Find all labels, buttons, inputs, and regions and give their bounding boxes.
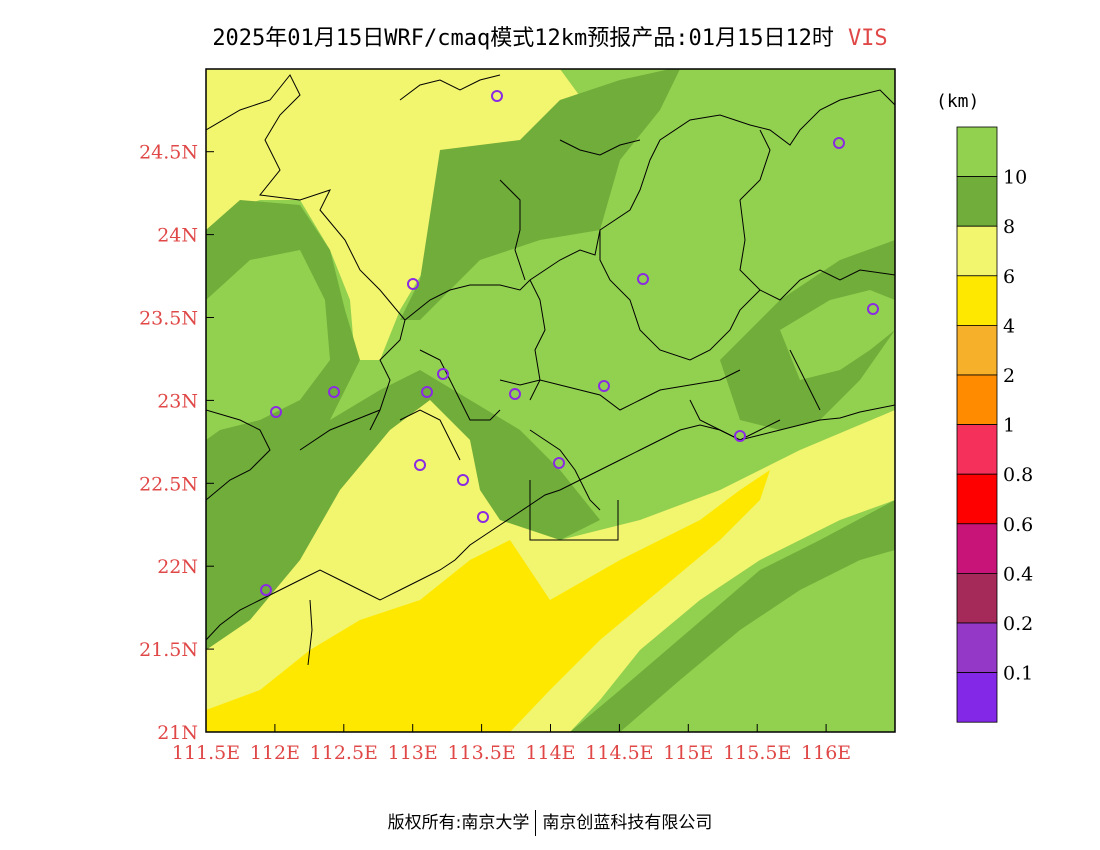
y-tick-label: 22.5N [139, 473, 198, 495]
y-tick-label: 23N [157, 390, 198, 412]
legend-label: 0.8 [1003, 464, 1033, 486]
station-marker [457, 474, 469, 486]
y-axis: 21N 21.5N 22N 22.5N 23N 23.5N 24N 24.5N [139, 142, 214, 744]
legend-label: 0.2 [1003, 613, 1033, 635]
legend-label: 0.4 [1003, 563, 1033, 585]
legend-swatch [956, 374, 998, 425]
station-marker [491, 90, 503, 102]
field-green-se [620, 550, 895, 732]
visibility-field [206, 69, 895, 732]
x-tick-label: 115E [663, 742, 713, 764]
legend-colorbar: 10 8 6 4 2 1 0.8 0.6 0.4 0.2 0.1 [956, 126, 1033, 723]
footer-credits: 版权所有:南京大学 南京创蓝科技有限公司 [0, 808, 1100, 836]
legend-swatch [956, 176, 998, 227]
y-tick-label: 21N [157, 722, 198, 744]
legend-swatch [956, 672, 998, 723]
field-dark-band-north [400, 69, 680, 320]
legend-unit: (km) [936, 91, 980, 112]
legend-label: 1 [1003, 415, 1015, 437]
x-tick-label: 112E [250, 742, 300, 764]
admin-boundaries [206, 74, 895, 666]
legend-label: 4 [1003, 315, 1015, 337]
y-tick-label: 21.5N [139, 639, 198, 661]
field-green-east [780, 290, 895, 380]
x-tick-label: 114.5E [585, 742, 653, 764]
legend-swatch [956, 324, 998, 376]
station-marker [734, 430, 746, 442]
legend-swatch [956, 622, 998, 673]
station-marker [598, 380, 610, 392]
x-tick-label: 112.5E [310, 742, 378, 764]
footer-left: 版权所有:南京大学 [387, 813, 530, 833]
station-marker [437, 368, 449, 380]
field-yellow-north [206, 69, 590, 360]
x-tick-label: 114E [525, 742, 575, 764]
legend-swatch [956, 424, 998, 475]
y-tick-label: 23.5N [139, 308, 198, 330]
station-marker [509, 388, 521, 400]
y-tick-label: 24.5N [139, 142, 198, 164]
legend-swatch [956, 275, 998, 326]
legend-swatch [956, 126, 998, 177]
legend-label: 10 [1003, 167, 1027, 189]
chart-title: 2025年01月15日WRF/cmaq模式12km预报产品:01月15日12时 V… [0, 20, 1100, 52]
legend-label: 6 [1003, 266, 1015, 288]
legend-swatch [956, 473, 998, 525]
station-marker [867, 303, 879, 315]
station-markers [260, 90, 879, 596]
legend-label: 0.1 [1003, 663, 1033, 685]
station-marker [414, 459, 426, 471]
legend-label: 0.6 [1003, 514, 1033, 536]
station-marker [260, 584, 272, 596]
variable-label: VIS [847, 26, 888, 51]
field-yellow-bright [206, 470, 770, 732]
footer-right: 南京创蓝科技有限公司 [542, 813, 713, 833]
station-marker [833, 137, 845, 149]
station-marker [421, 386, 433, 398]
footer-divider [535, 810, 537, 836]
station-marker [637, 273, 649, 285]
x-tick-label: 115.5E [723, 742, 791, 764]
y-tick-label: 24N [157, 225, 198, 247]
station-marker [328, 386, 340, 398]
legend-label: 2 [1003, 365, 1015, 387]
station-marker [270, 406, 282, 418]
field-green-west [206, 250, 330, 440]
x-tick-label: 113E [388, 742, 438, 764]
y-tick-label: 22N [157, 556, 198, 578]
legend-label: 8 [1003, 216, 1015, 238]
station-marker [553, 457, 565, 469]
station-marker [407, 278, 419, 290]
legend-swatch [956, 523, 998, 574]
x-tick-label: 116E [801, 742, 851, 764]
title-text: 2025年01月15日WRF/cmaq模式12km预报产品:01月15日12时 [212, 26, 834, 51]
x-tick-label: 111.5E [172, 742, 240, 764]
x-axis: 111.5E 112E 112.5E 113E 113.5E 114E 114.5E 115E… [172, 724, 851, 764]
legend-swatch [956, 225, 998, 277]
legend-swatch [956, 573, 998, 624]
station-marker [477, 511, 489, 523]
x-tick-label: 113.5E [447, 742, 515, 764]
